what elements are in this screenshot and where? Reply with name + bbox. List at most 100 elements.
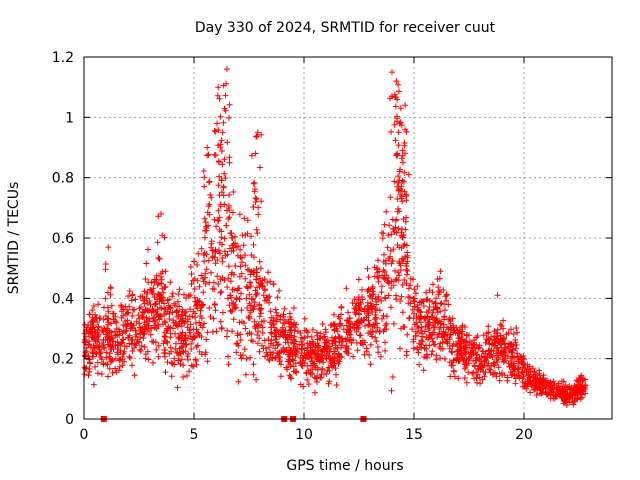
data-point <box>479 348 486 355</box>
data-point <box>186 368 193 375</box>
data-point <box>141 319 148 326</box>
data-point <box>182 312 189 319</box>
data-point <box>149 289 155 295</box>
data-point <box>396 272 402 279</box>
data-point <box>255 211 262 218</box>
data-point <box>445 326 452 333</box>
data-point <box>351 296 358 303</box>
data-point <box>425 319 432 326</box>
data-point <box>317 335 324 342</box>
data-point <box>192 356 199 363</box>
data-point <box>381 251 387 258</box>
data-point <box>205 222 211 229</box>
data-point <box>378 229 385 236</box>
data-point-peak <box>252 150 259 157</box>
data-point <box>382 339 388 346</box>
data-point-peak <box>216 159 222 166</box>
data-point <box>224 327 231 334</box>
data-point-peak <box>221 105 228 112</box>
data-point <box>260 292 267 299</box>
data-point <box>382 347 389 354</box>
data-point <box>271 324 278 331</box>
axis-ticks: 0 5 10 15 20 0 0.2 0.4 0.6 0.8 1 1.2 <box>52 50 612 443</box>
data-point <box>430 341 437 348</box>
data-point <box>233 349 240 356</box>
data-point <box>81 339 88 346</box>
data-point <box>334 328 341 335</box>
data-point <box>116 367 123 374</box>
data-point-peak <box>220 183 227 190</box>
data-point <box>393 296 400 303</box>
data-point <box>315 343 322 349</box>
data-point <box>326 367 333 374</box>
data-point <box>331 311 337 318</box>
data-point <box>477 367 484 374</box>
data-point-peak <box>401 142 408 149</box>
data-point <box>400 234 406 241</box>
data-point <box>100 316 107 323</box>
data-point-peak <box>397 105 404 112</box>
data-point <box>242 325 249 332</box>
data-point <box>429 338 436 345</box>
data-point <box>391 178 398 185</box>
data-point <box>124 306 130 313</box>
data-point <box>203 251 210 258</box>
data-point-peak <box>392 103 399 110</box>
data-point <box>222 175 229 182</box>
data-point <box>372 334 379 341</box>
data-point <box>153 272 160 279</box>
data-point <box>242 275 249 282</box>
data-point <box>155 353 162 360</box>
data-point-peak <box>491 342 498 349</box>
data-point <box>242 262 249 269</box>
data-point <box>158 313 165 320</box>
data-point <box>254 332 261 338</box>
data-point <box>215 182 222 189</box>
data-point <box>497 337 504 343</box>
data-point <box>383 208 390 215</box>
data-point <box>481 373 488 380</box>
data-point <box>373 320 380 327</box>
data-point <box>237 337 244 343</box>
data-point-peak <box>105 244 112 251</box>
data-point <box>136 346 143 353</box>
data-point-peak <box>216 173 223 180</box>
data-point <box>367 361 374 368</box>
data-point <box>168 360 175 366</box>
data-point <box>216 214 223 221</box>
data-point <box>305 381 312 388</box>
data-point-peak <box>398 195 405 202</box>
data-point <box>151 324 158 331</box>
data-point <box>339 335 346 342</box>
data-point <box>436 343 443 350</box>
data-point <box>203 266 210 273</box>
data-point <box>188 362 195 369</box>
data-point <box>555 380 562 387</box>
data-point <box>216 250 223 257</box>
data-point <box>329 334 335 341</box>
data-point-peak <box>402 102 409 109</box>
data-point <box>221 277 228 283</box>
data-point <box>463 339 469 346</box>
data-point-peak <box>221 156 228 163</box>
data-point-peak <box>216 95 223 102</box>
data-point <box>267 340 274 347</box>
data-point <box>399 309 406 316</box>
data-point <box>98 356 105 363</box>
data-point <box>243 355 250 362</box>
data-point <box>100 329 107 335</box>
data-point <box>244 217 251 224</box>
data-point <box>379 315 386 322</box>
data-point <box>272 355 279 362</box>
data-point <box>200 289 207 296</box>
data-point <box>433 356 440 363</box>
data-point <box>238 290 244 297</box>
data-point <box>319 321 326 327</box>
data-point-peak <box>395 173 402 180</box>
data-point <box>446 315 453 322</box>
data-point <box>263 297 270 304</box>
data-point <box>86 356 93 363</box>
chart-title: Day 330 of 2024, SRMTID for receiver cuu… <box>195 20 496 36</box>
data-point <box>510 346 517 353</box>
data-point <box>250 371 257 378</box>
